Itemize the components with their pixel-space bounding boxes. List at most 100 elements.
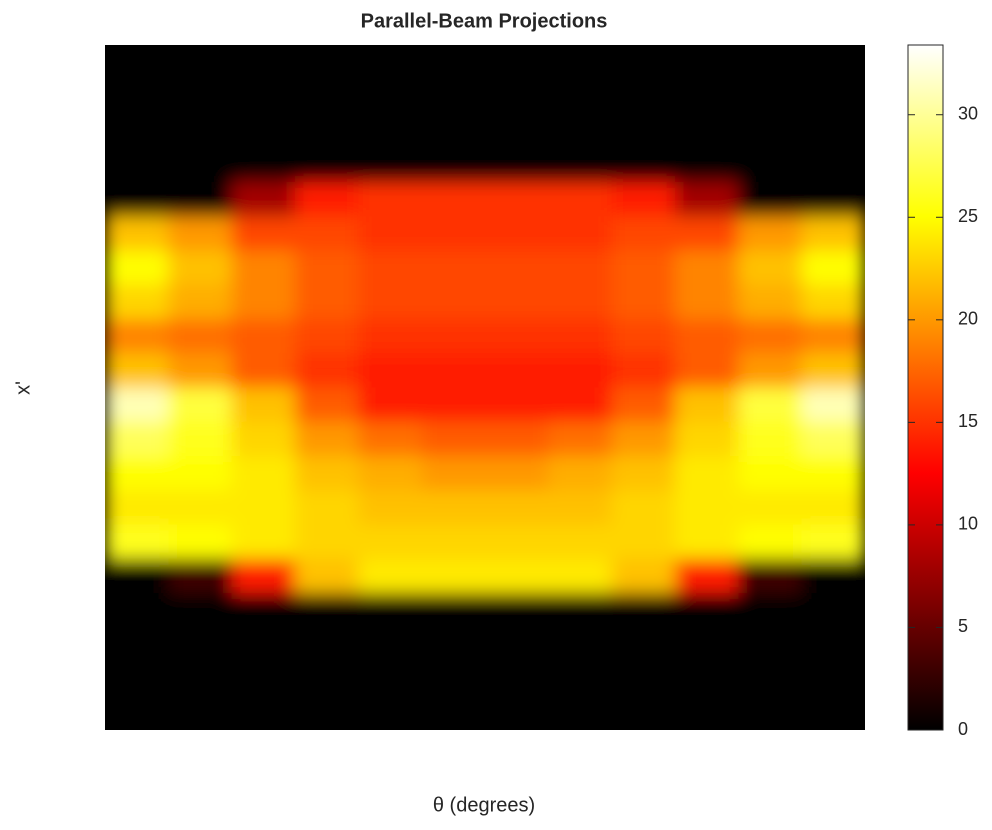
- heatmap-cell: [231, 627, 296, 662]
- heatmap-cell: [105, 250, 169, 286]
- heatmap-cell: [231, 387, 296, 423]
- heatmap-cell: [231, 319, 296, 354]
- heatmap-cell: [548, 79, 613, 114]
- heatmap-cell: [548, 558, 613, 594]
- heatmap-cell: [358, 695, 423, 730]
- heatmap-cell: [548, 45, 613, 80]
- heatmap-cell: [358, 147, 423, 183]
- heatmap-cell: [485, 593, 549, 628]
- heatmap-cell: [231, 661, 296, 697]
- heatmap-cell: [548, 524, 613, 560]
- heatmap-cell: [295, 524, 359, 560]
- heatmap-cell: [485, 182, 549, 217]
- heatmap-cell: [675, 490, 739, 525]
- heatmap-cell: [421, 182, 486, 217]
- heatmap-cell: [358, 216, 423, 251]
- heatmap-cell: [675, 558, 739, 594]
- heatmap-cell: [485, 558, 549, 594]
- chart-title: Parallel-Beam Projections: [361, 10, 608, 32]
- heatmap-cell: [611, 593, 676, 628]
- heatmap-cell: [295, 490, 359, 525]
- colorbar: [907, 44, 944, 731]
- heatmap-cell: [675, 182, 739, 217]
- heatmap-cell: [105, 147, 169, 183]
- heatmap-cell: [421, 593, 486, 628]
- heatmap-cell: [611, 79, 676, 114]
- heatmap-cell: [548, 250, 613, 286]
- heatmap-cell: [675, 250, 739, 286]
- heatmap-cell: [611, 661, 676, 697]
- heatmap-cell: [231, 456, 296, 491]
- heatmap-cell: [421, 558, 486, 594]
- heatmap-cell: [675, 456, 739, 491]
- heatmap-cell: [105, 216, 169, 251]
- heatmap-cell: [485, 113, 549, 149]
- heatmap-cell: [421, 45, 486, 80]
- heatmap-cell: [421, 387, 486, 423]
- heatmap-cell: [421, 79, 486, 114]
- heatmap-cell: [168, 456, 233, 491]
- heatmap-cell: [548, 284, 613, 320]
- heatmap-cell: [801, 45, 865, 80]
- heatmap-cell: [548, 421, 613, 457]
- heatmap-cell: [485, 284, 549, 320]
- heatmap-cell: [105, 113, 169, 149]
- heatmap-cell: [168, 661, 233, 697]
- heatmap-cell: [738, 387, 803, 423]
- heatmap-cell: [358, 661, 423, 697]
- heatmap-cell: [801, 250, 865, 286]
- heatmap-cell: [231, 524, 296, 560]
- heatmap-cell: [548, 387, 613, 423]
- heatmap-cell: [231, 421, 296, 457]
- heatmap-cell: [168, 319, 233, 354]
- heatmap-cell: [738, 524, 803, 560]
- heatmap-cell: [295, 421, 359, 457]
- heatmap-cell: [168, 421, 233, 457]
- heatmap-cell: [675, 284, 739, 320]
- heatmap-cell: [105, 661, 169, 697]
- heatmap-cell: [548, 113, 613, 149]
- heatmap-cell: [611, 147, 676, 183]
- heatmap-cell: [421, 695, 486, 730]
- heatmap-cell: [168, 524, 233, 560]
- heatmap-cell: [485, 627, 549, 662]
- heatmap-cell: [421, 421, 486, 457]
- heatmap-cell: [738, 558, 803, 594]
- heatmap-cell: [421, 456, 486, 491]
- heatmap-cell: [801, 284, 865, 320]
- heatmap-cell: [611, 284, 676, 320]
- heatmap-cell: [231, 250, 296, 286]
- heatmap-cell: [485, 456, 549, 491]
- heatmap-cell: [168, 490, 233, 525]
- heatmap-cell: [295, 456, 359, 491]
- heatmap-cell: [421, 661, 486, 697]
- heatmap-cell: [801, 490, 865, 525]
- heatmap-cell: [168, 627, 233, 662]
- heatmap-cell: [548, 319, 613, 354]
- heatmap-cell: [738, 353, 803, 388]
- heatmap-cell: [801, 79, 865, 114]
- heatmap-cell: [421, 353, 486, 388]
- heatmap-cell: [295, 319, 359, 354]
- heatmap-cell: [738, 490, 803, 525]
- heatmap-cell: [675, 627, 739, 662]
- heatmap-cell: [168, 79, 233, 114]
- heatmap-cell: [485, 45, 549, 80]
- heatmap-cell: [358, 319, 423, 354]
- heatmap-cell: [548, 490, 613, 525]
- heatmap-cell: [801, 456, 865, 491]
- x-axis-label: θ (degrees): [433, 794, 535, 816]
- heatmap-cell: [358, 593, 423, 628]
- heatmap-cell: [801, 421, 865, 457]
- heatmap-cell: [105, 79, 169, 114]
- heatmap-cell: [105, 524, 169, 560]
- heatmap-cell: [105, 627, 169, 662]
- heatmap-cell: [738, 284, 803, 320]
- heatmap-cell: [611, 216, 676, 251]
- heatmap-cell: [548, 353, 613, 388]
- heatmap-cell: [611, 45, 676, 80]
- heatmap-cell: [105, 387, 169, 423]
- heatmap-cell: [295, 661, 359, 697]
- heatmap-cell: [168, 113, 233, 149]
